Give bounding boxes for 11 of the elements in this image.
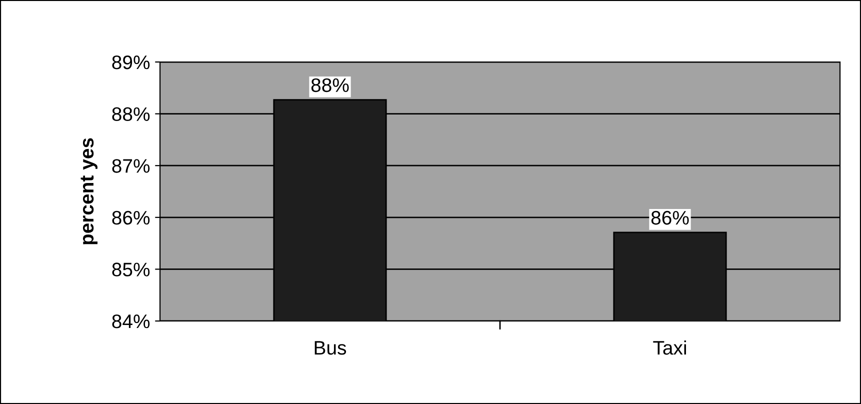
y-tick-label: 84%	[112, 314, 150, 328]
data-label: 88%	[311, 78, 349, 92]
y-tick-label: 85%	[112, 262, 150, 276]
x-tick-label: Bus	[314, 341, 346, 355]
y-axis-title: percent yes	[80, 138, 98, 244]
data-label: 86%	[651, 210, 689, 225]
y-tick-label: 88%	[112, 107, 150, 122]
y-tick-label: 87%	[112, 159, 150, 173]
y-tick-label: 86%	[112, 210, 150, 225]
x-tick-label: Taxi	[653, 340, 686, 355]
y-tick-label: 89%	[112, 55, 150, 70]
